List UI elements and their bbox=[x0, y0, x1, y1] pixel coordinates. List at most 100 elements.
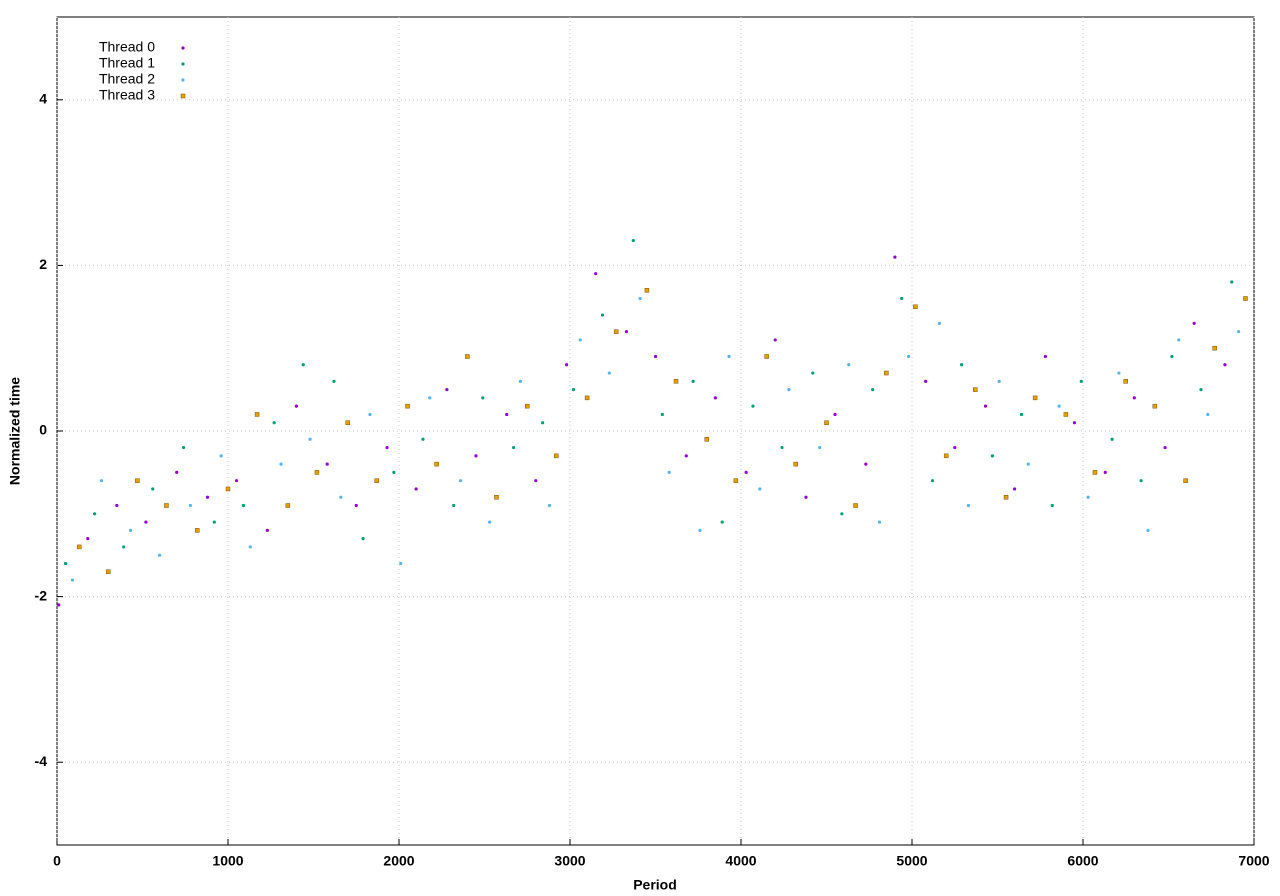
point bbox=[1013, 487, 1017, 491]
point bbox=[1223, 363, 1227, 367]
point bbox=[751, 404, 755, 408]
point bbox=[188, 503, 192, 508]
point bbox=[392, 470, 396, 474]
y-tick-label: -4 bbox=[35, 753, 48, 769]
point bbox=[345, 420, 350, 425]
point bbox=[833, 412, 837, 417]
point bbox=[638, 296, 642, 301]
point bbox=[997, 379, 1001, 383]
point bbox=[1183, 478, 1188, 483]
point bbox=[1079, 379, 1083, 383]
point bbox=[840, 512, 844, 516]
point bbox=[1117, 371, 1121, 375]
legend-label: Thread 1 bbox=[99, 55, 155, 71]
point bbox=[1243, 296, 1248, 301]
legend-marker bbox=[180, 93, 186, 99]
point bbox=[354, 503, 358, 508]
point bbox=[428, 396, 432, 400]
point bbox=[265, 528, 269, 532]
point bbox=[966, 503, 971, 508]
point bbox=[1026, 462, 1030, 466]
legend-label: Thread 3 bbox=[99, 87, 155, 103]
point bbox=[990, 454, 994, 458]
point bbox=[571, 388, 576, 392]
point bbox=[744, 470, 748, 474]
point bbox=[164, 503, 169, 508]
point bbox=[1163, 445, 1167, 450]
legend-label: Thread 0 bbox=[99, 39, 155, 55]
point bbox=[452, 503, 456, 508]
point bbox=[458, 479, 463, 483]
point bbox=[57, 603, 61, 607]
point bbox=[518, 379, 523, 383]
point bbox=[684, 454, 688, 458]
point bbox=[488, 520, 492, 524]
point bbox=[913, 304, 918, 310]
point bbox=[667, 470, 671, 474]
point bbox=[194, 528, 200, 533]
legend-marker bbox=[181, 78, 185, 82]
point bbox=[106, 569, 111, 575]
point bbox=[953, 445, 957, 450]
point bbox=[1152, 403, 1158, 409]
point bbox=[900, 296, 904, 301]
point bbox=[76, 544, 82, 550]
point bbox=[600, 313, 605, 317]
point bbox=[554, 453, 559, 459]
point bbox=[1043, 354, 1047, 359]
point bbox=[1103, 470, 1107, 474]
point bbox=[525, 403, 530, 409]
point bbox=[877, 520, 882, 524]
y-axis-label: Normalized time bbox=[7, 377, 23, 485]
point bbox=[374, 478, 380, 483]
point bbox=[205, 495, 210, 499]
point bbox=[481, 396, 485, 400]
point bbox=[1032, 395, 1038, 401]
point bbox=[361, 537, 365, 541]
point bbox=[787, 388, 791, 392]
point bbox=[811, 371, 815, 375]
point bbox=[285, 503, 291, 508]
point bbox=[1092, 470, 1098, 475]
legend-label: Thread 2 bbox=[99, 71, 155, 87]
point bbox=[959, 363, 964, 367]
point bbox=[234, 479, 239, 483]
point bbox=[1206, 412, 1210, 417]
point bbox=[135, 478, 140, 483]
point bbox=[99, 479, 104, 483]
point bbox=[399, 561, 403, 566]
point bbox=[1057, 404, 1061, 408]
point bbox=[474, 454, 478, 458]
point bbox=[368, 412, 372, 417]
point bbox=[70, 578, 74, 582]
x-tick-label: 2000 bbox=[383, 853, 414, 869]
point bbox=[1063, 412, 1069, 417]
point bbox=[314, 470, 320, 475]
x-tick-label: 1000 bbox=[212, 853, 243, 869]
x-tick-label: 0 bbox=[53, 853, 61, 869]
point bbox=[924, 379, 928, 383]
point bbox=[1050, 503, 1054, 508]
y-tick-label: -2 bbox=[35, 587, 48, 603]
x-tick-label: 7000 bbox=[1238, 853, 1269, 869]
point bbox=[607, 371, 611, 375]
point bbox=[534, 479, 538, 483]
point bbox=[294, 404, 298, 408]
point bbox=[720, 520, 724, 524]
point bbox=[1230, 280, 1234, 284]
point bbox=[673, 379, 679, 384]
point bbox=[733, 478, 739, 483]
point bbox=[86, 537, 90, 541]
point bbox=[151, 487, 155, 491]
point bbox=[631, 238, 635, 243]
legend-marker bbox=[181, 62, 185, 66]
point bbox=[1123, 379, 1128, 384]
point bbox=[943, 453, 949, 459]
point bbox=[219, 454, 223, 458]
point bbox=[624, 330, 629, 334]
point bbox=[1139, 479, 1143, 483]
point bbox=[405, 403, 410, 409]
point bbox=[122, 545, 126, 549]
point bbox=[279, 462, 283, 466]
point bbox=[727, 354, 731, 359]
